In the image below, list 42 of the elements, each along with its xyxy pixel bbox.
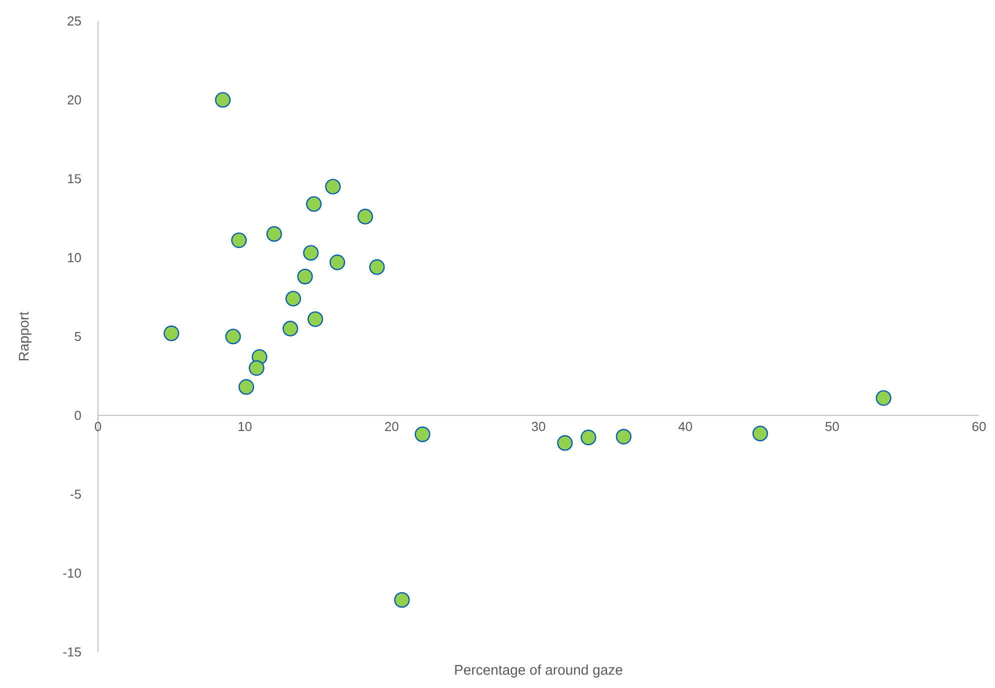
- point: [369, 259, 385, 275]
- x-tick-label: 40: [678, 422, 692, 432]
- point: [164, 326, 180, 342]
- point: [557, 435, 573, 451]
- x-tick-label: 0: [94, 422, 102, 432]
- y-tick-label: 0: [74, 410, 81, 420]
- point: [285, 290, 302, 306]
- point: [357, 208, 374, 224]
- point: [876, 390, 892, 406]
- point: [225, 328, 241, 344]
- x-tick-label: 30: [532, 422, 546, 432]
- y-tick-label: -10: [63, 568, 81, 578]
- y-tick-label: -5: [70, 490, 81, 499]
- y-axis-title: Rapport: [18, 312, 32, 360]
- y-tick-label: 20: [68, 95, 81, 104]
- point: [215, 92, 231, 108]
- point: [303, 245, 319, 261]
- point: [231, 232, 247, 248]
- x-tick-label: 10: [238, 422, 252, 432]
- y-tick-label: 15: [68, 174, 81, 184]
- point: [325, 178, 341, 194]
- point: [297, 268, 313, 284]
- point: [306, 196, 322, 212]
- point: [248, 360, 264, 376]
- x-axis-title: Percentage of around gaze: [455, 664, 622, 678]
- y-tick-label: 5: [74, 332, 81, 342]
- point: [616, 428, 632, 444]
- point: [580, 430, 596, 446]
- x-tick-label: 20: [385, 422, 398, 432]
- point: [308, 311, 324, 327]
- point: [414, 426, 430, 442]
- point: [238, 379, 254, 395]
- x-tick-label: 50: [825, 422, 839, 432]
- point: [266, 226, 282, 242]
- y-tick-label: 10: [68, 253, 81, 262]
- y-tick-label: 25: [68, 16, 81, 26]
- x-tick-label: 60: [972, 422, 986, 432]
- point: [752, 426, 768, 442]
- y-tick-label: -15: [63, 647, 81, 657]
- point: [394, 592, 410, 608]
- point: [330, 254, 346, 270]
- point: [282, 320, 298, 336]
